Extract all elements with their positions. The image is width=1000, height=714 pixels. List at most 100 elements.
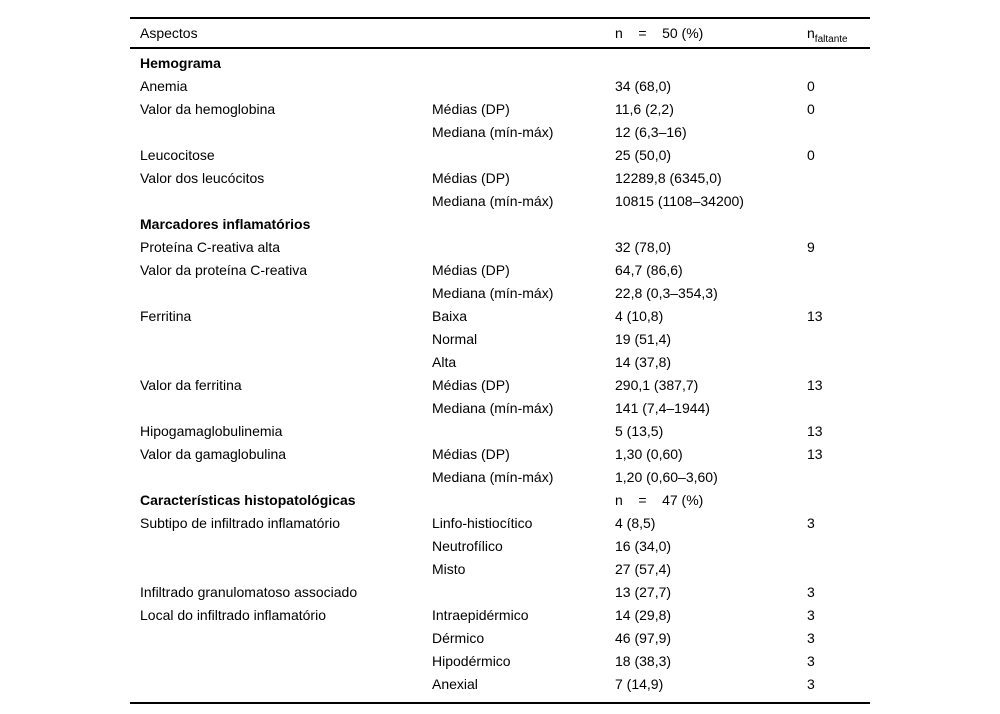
value-cell: 11,6 (2,2) — [615, 101, 674, 117]
table-row: Hipogamaglobulinemia 5 (13,5) 13 — [130, 420, 870, 443]
qualifier-cell: Anexial — [432, 676, 478, 692]
missing-cell — [807, 558, 870, 581]
bottom-rule — [130, 702, 870, 704]
qualifier-cell — [432, 236, 615, 259]
table-row: Anemia 34 (68,0) 0 — [130, 75, 870, 98]
missing-cell — [807, 351, 870, 374]
table-row: Misto 27 (57,4) — [130, 558, 870, 581]
value-cell: 27 (57,4) — [615, 561, 672, 577]
table-row: Valor da gamaglobulina Médias (DP) 1,30 … — [130, 443, 870, 466]
aspect-cell: Valor da proteína C-reativa — [140, 262, 308, 278]
qualifier-cell: Mediana (mín-máx) — [432, 400, 554, 416]
table-row: Subtipo de infiltrado inflamatório Linfo… — [130, 512, 870, 535]
aspect-cell — [140, 121, 432, 144]
table-row: Anexial 7 (14,9) 3 — [130, 673, 870, 696]
value-cell: 19 (51,4) — [615, 331, 672, 347]
missing-cell — [807, 52, 870, 75]
value-cell — [615, 213, 807, 236]
aspect-cell: Valor da gamaglobulina — [140, 446, 287, 462]
aspect-cell: Hemograma — [140, 55, 221, 71]
missing-cell — [807, 328, 870, 351]
missing-cell: 3 — [807, 607, 815, 623]
table-row: Hemograma — [130, 52, 870, 75]
aspect-cell — [140, 328, 432, 351]
value-cell: 12289,8 (6345,0) — [615, 170, 722, 186]
table-row: Mediana (mín-máx) 141 (7,4–1944) — [130, 397, 870, 420]
missing-cell — [807, 282, 870, 305]
value-cell: 14 (29,8) — [615, 607, 672, 623]
value-cell: 16 (34,0) — [615, 538, 672, 554]
qualifier-cell: Mediana (mín-máx) — [432, 124, 554, 140]
qualifier-cell — [432, 144, 615, 167]
table-body: Hemograma Anemia 34 (68,0) 0 Valor da he… — [130, 49, 870, 702]
table-row: Valor da proteína C-reativa Médias (DP) … — [130, 259, 870, 282]
missing-cell: 0 — [807, 78, 815, 94]
aspect-cell — [140, 627, 432, 650]
table-row: Alta 14 (37,8) — [130, 351, 870, 374]
table-row: Infiltrado granulomatoso associado 13 (2… — [130, 581, 870, 604]
aspect-cell: Subtipo de infiltrado inflamatório — [140, 515, 341, 531]
missing-cell — [807, 213, 870, 236]
table-row: Marcadores inflamatórios — [130, 213, 870, 236]
table-row: Leucocitose 25 (50,0) 0 — [130, 144, 870, 167]
missing-cell: 3 — [807, 515, 815, 531]
lab-findings-table: Aspectos n = 50 (%) nfaltante Hemograma … — [130, 17, 870, 704]
table-row: Valor da ferritina Médias (DP) 290,1 (38… — [130, 374, 870, 397]
aspect-cell — [140, 190, 432, 213]
missing-cell: 13 — [807, 446, 823, 462]
missing-cell: 9 — [807, 239, 815, 255]
qualifier-cell: Médias (DP) — [432, 446, 510, 462]
aspect-cell: Valor dos leucócitos — [140, 170, 265, 186]
qualifier-cell — [432, 420, 615, 443]
value-cell: 1,30 (0,60) — [615, 446, 683, 462]
missing-cell — [807, 121, 870, 144]
header-n-50: n = 50 (%) — [615, 25, 704, 41]
aspect-cell: Leucocitose — [140, 147, 215, 163]
aspect-cell — [140, 397, 432, 420]
missing-cell: 13 — [807, 308, 823, 324]
value-cell: 34 (68,0) — [615, 78, 672, 94]
qualifier-cell: Normal — [432, 331, 478, 347]
missing-cell: 0 — [807, 147, 815, 163]
value-cell: 4 (10,8) — [615, 308, 664, 324]
qualifier-cell — [432, 52, 615, 75]
qualifier-cell: Hipodérmico — [432, 653, 511, 669]
qualifier-cell: Dérmico — [432, 630, 485, 646]
top-rule — [130, 17, 870, 19]
table-header-row: Aspectos n = 50 (%) nfaltante — [130, 19, 870, 47]
value-cell: 22,8 (0,3–354,3) — [615, 285, 718, 301]
missing-cell — [807, 259, 870, 282]
missing-cell: 3 — [807, 676, 815, 692]
qualifier-cell: Baixa — [432, 308, 468, 324]
value-cell — [615, 52, 807, 75]
value-cell: 12 (6,3–16) — [615, 124, 687, 140]
table-row: Mediana (mín-máx) 10815 (1108–34200) — [130, 190, 870, 213]
qualifier-cell: Neutrofílico — [432, 538, 503, 554]
table-row: Mediana (mín-máx) 1,20 (0,60–3,60) — [130, 466, 870, 489]
qualifier-cell: Misto — [432, 561, 466, 577]
value-cell: n = 47 (%) — [615, 492, 704, 508]
missing-cell: 3 — [807, 630, 815, 646]
qualifier-cell: Mediana (mín-máx) — [432, 193, 554, 209]
aspect-cell: Anemia — [140, 78, 188, 94]
qualifier-cell: Médias (DP) — [432, 262, 510, 278]
aspect-cell — [140, 650, 432, 673]
missing-cell: 3 — [807, 653, 815, 669]
missing-cell: 3 — [807, 584, 815, 600]
table-row: Valor da hemoglobina Médias (DP) 11,6 (2… — [130, 98, 870, 121]
aspect-cell — [140, 351, 432, 374]
header-n-faltante-sub: faltante — [814, 33, 848, 45]
qualifier-cell — [432, 75, 615, 98]
missing-cell — [807, 466, 870, 489]
aspect-cell: Local do infiltrado inflamatório — [140, 607, 326, 623]
table-row: Mediana (mín-máx) 12 (6,3–16) — [130, 121, 870, 144]
qualifier-cell: Alta — [432, 354, 457, 370]
qualifier-cell — [432, 213, 615, 236]
value-cell: 1,20 (0,60–3,60) — [615, 469, 718, 485]
table-row: Ferritina Baixa 4 (10,8) 13 — [130, 305, 870, 328]
missing-cell — [807, 190, 870, 213]
header-aspectos: Aspectos — [140, 25, 198, 41]
value-cell: 4 (8,5) — [615, 515, 656, 531]
qualifier-cell: Médias (DP) — [432, 101, 510, 117]
value-cell: 14 (37,8) — [615, 354, 672, 370]
